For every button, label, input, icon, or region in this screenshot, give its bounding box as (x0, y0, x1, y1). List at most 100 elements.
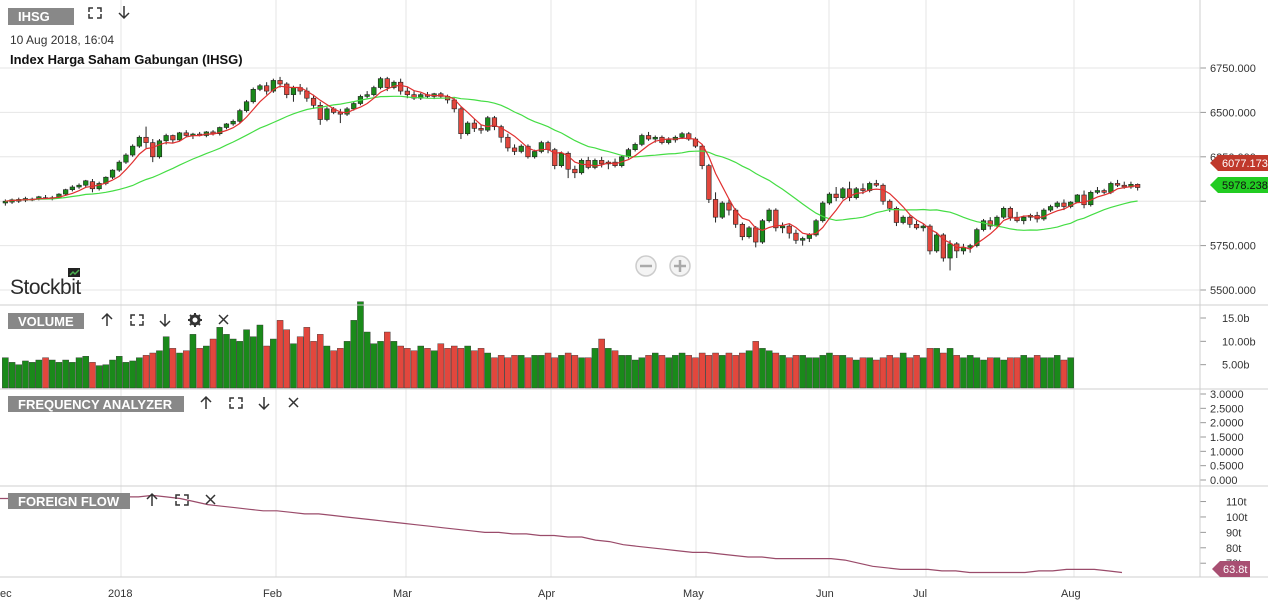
volume-tag-bg (8, 313, 84, 329)
volume-bar (497, 355, 505, 389)
candle-body (1007, 208, 1013, 218)
volume-bar (564, 352, 572, 389)
candle-body (351, 103, 357, 110)
candle-body (578, 160, 585, 174)
foreign-flow-badge: 63.8t (1212, 561, 1250, 577)
candle-body (398, 81, 404, 92)
candle-body (813, 220, 819, 236)
y-tick-label: 90t (1226, 527, 1241, 539)
candlesticks (2, 76, 1141, 271)
candle-body (994, 216, 1000, 227)
candle-body (1047, 206, 1054, 211)
volume-bar (471, 350, 478, 389)
candle-body (652, 136, 658, 140)
candle-body (840, 188, 846, 198)
volume-bar (437, 343, 445, 389)
candle-body (987, 220, 993, 227)
volume-bar (772, 352, 780, 389)
candle-body (83, 180, 89, 186)
volume-bar (176, 352, 183, 389)
volume-bar (853, 359, 860, 389)
close-icon[interactable] (288, 397, 299, 408)
volume-bar (765, 350, 773, 389)
candle-body (766, 209, 772, 222)
fullscreen-icon[interactable] (175, 494, 189, 506)
candle-body (371, 87, 377, 95)
x-tick-label: Jul (913, 588, 927, 600)
close-icon[interactable] (205, 494, 216, 505)
candle-body (63, 189, 69, 195)
candle-body (726, 202, 732, 211)
close-icon[interactable] (218, 314, 229, 325)
volume-bar (95, 365, 103, 389)
volume-bar (115, 356, 123, 389)
volume-bar (638, 357, 646, 389)
volume-bar (980, 359, 987, 389)
arrow-up-icon[interactable] (200, 395, 212, 409)
candle-body (679, 133, 685, 138)
volume-bar (926, 348, 934, 389)
gear-icon[interactable] (188, 313, 202, 327)
candle-body (170, 135, 176, 141)
volume-bar (75, 357, 83, 389)
volume-panel-header: VOLUME (8, 312, 229, 329)
volume-bar (578, 357, 585, 389)
arrow-down-icon[interactable] (118, 6, 130, 20)
arrow-up-icon[interactable] (146, 492, 158, 506)
volume-bar (873, 359, 880, 389)
candle-body (1081, 194, 1087, 206)
volume-bar (276, 320, 284, 389)
fullscreen-icon[interactable] (88, 7, 102, 19)
arrow-down-icon[interactable] (159, 314, 171, 328)
volume-bar (1013, 357, 1021, 389)
candle-body (759, 220, 766, 243)
foreign-flow-last-value: 63.8t (1223, 564, 1247, 576)
volume-bar (136, 357, 143, 389)
candle-body (639, 135, 645, 145)
volume-bar (745, 350, 753, 389)
candle-body (1094, 190, 1101, 193)
candle-body (163, 135, 169, 142)
volume-bar (196, 348, 203, 389)
volume-bar (652, 352, 659, 389)
volume-bar (464, 345, 471, 389)
candle-body (927, 225, 933, 252)
volume-bar (672, 355, 679, 389)
candle-body (572, 168, 578, 174)
volume-bar (363, 331, 371, 389)
candle-body (846, 188, 853, 198)
volume-bar (551, 357, 559, 389)
volume-bar (1027, 357, 1034, 389)
candle-body (505, 136, 511, 149)
candle-body (753, 227, 759, 243)
candle-body (585, 160, 591, 168)
volume-bar (209, 338, 217, 389)
volume-bar (739, 352, 746, 389)
arrow-up-icon[interactable] (101, 312, 113, 326)
candle-body (940, 234, 946, 259)
candle-body (257, 85, 263, 90)
candle-body (284, 83, 290, 95)
arrow-down-icon[interactable] (258, 397, 270, 411)
volume-bar (705, 355, 713, 389)
volume-bar (109, 359, 116, 389)
volume-bar (524, 357, 532, 389)
candle-body (826, 193, 833, 204)
volume-bar (933, 348, 940, 389)
volume-bar (182, 350, 190, 389)
volume-bar (558, 355, 565, 389)
volume-bar (792, 355, 800, 389)
candle-body (887, 200, 893, 209)
zoom-out-button[interactable] (635, 255, 657, 277)
fullscreen-icon[interactable] (229, 397, 243, 409)
candle-body (96, 183, 102, 190)
volume-bar (1000, 359, 1007, 389)
volume-bar (899, 352, 907, 389)
zoom-in-button[interactable] (669, 255, 691, 277)
candle-body (532, 151, 538, 158)
volume-bar (89, 362, 96, 389)
volume-bar (906, 357, 914, 389)
frequency-panel-header: FREQUENCY ANALYZER (8, 395, 299, 412)
fullscreen-icon[interactable] (130, 314, 144, 326)
